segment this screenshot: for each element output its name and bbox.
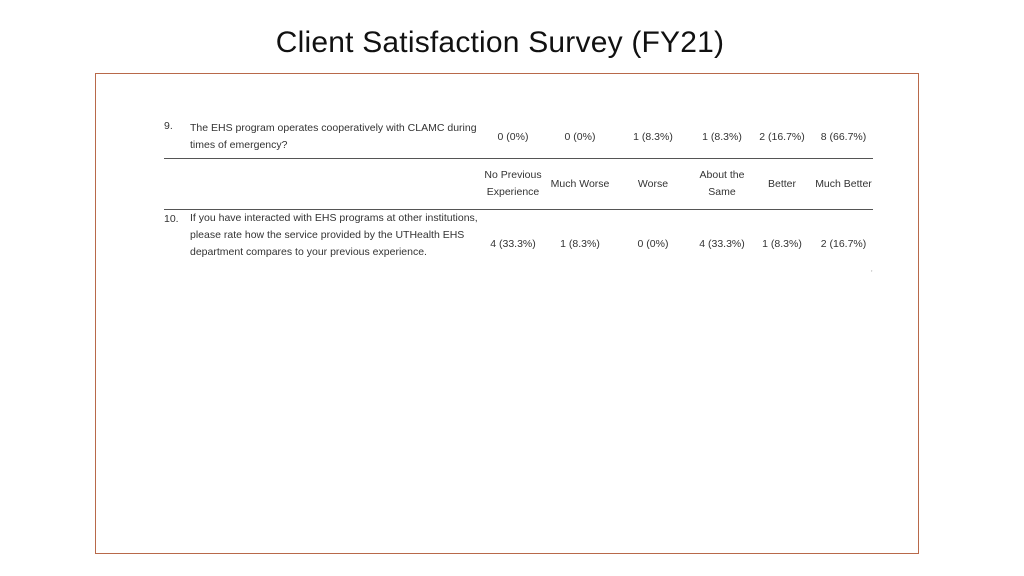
response-count: 1 (8.3%) [560,238,600,250]
response-count: 2 (16.7%) [759,130,805,143]
page-title: Client Satisfaction Survey (FY21) [275,26,725,59]
question-text: If you have interacted with EHS programs… [190,212,478,258]
response-count: 1 (8.3%) [702,130,742,143]
column-header: Much Better [814,158,873,210]
survey-table: 9. The EHS program operates cooperativel… [164,116,873,279]
column-header: Much Worse [548,158,612,210]
table-header-row: No Previous Experience Much Worse Worse … [164,158,873,210]
question-number: 10. [164,213,179,225]
response-count: 1 (8.3%) [762,238,802,250]
stray-mark: ‚ [871,266,873,273]
table-row: 9. The EHS program operates cooperativel… [164,116,873,159]
response-count: 2 (16.7%) [820,238,867,250]
column-header: About the Same [694,158,750,210]
response-count: 8 (66.7%) [820,130,867,143]
response-count: 0 (0%) [497,130,529,143]
response-count: 1 (8.3%) [633,130,673,143]
question-text: The EHS program operates cooperatively w… [190,122,477,151]
table-row: 10. If you have interacted with EHS prog… [164,210,873,280]
response-count: 0 (0%) [637,238,669,250]
column-header: No Previous Experience [478,158,548,210]
column-header: Better [750,158,814,210]
column-header: Worse [612,158,694,210]
question-number: 9. [164,120,173,132]
content-frame [95,73,919,554]
response-count: 0 (0%) [564,130,596,143]
response-count: 4 (33.3%) [699,238,745,250]
response-count: 4 (33.3%) [490,238,536,250]
